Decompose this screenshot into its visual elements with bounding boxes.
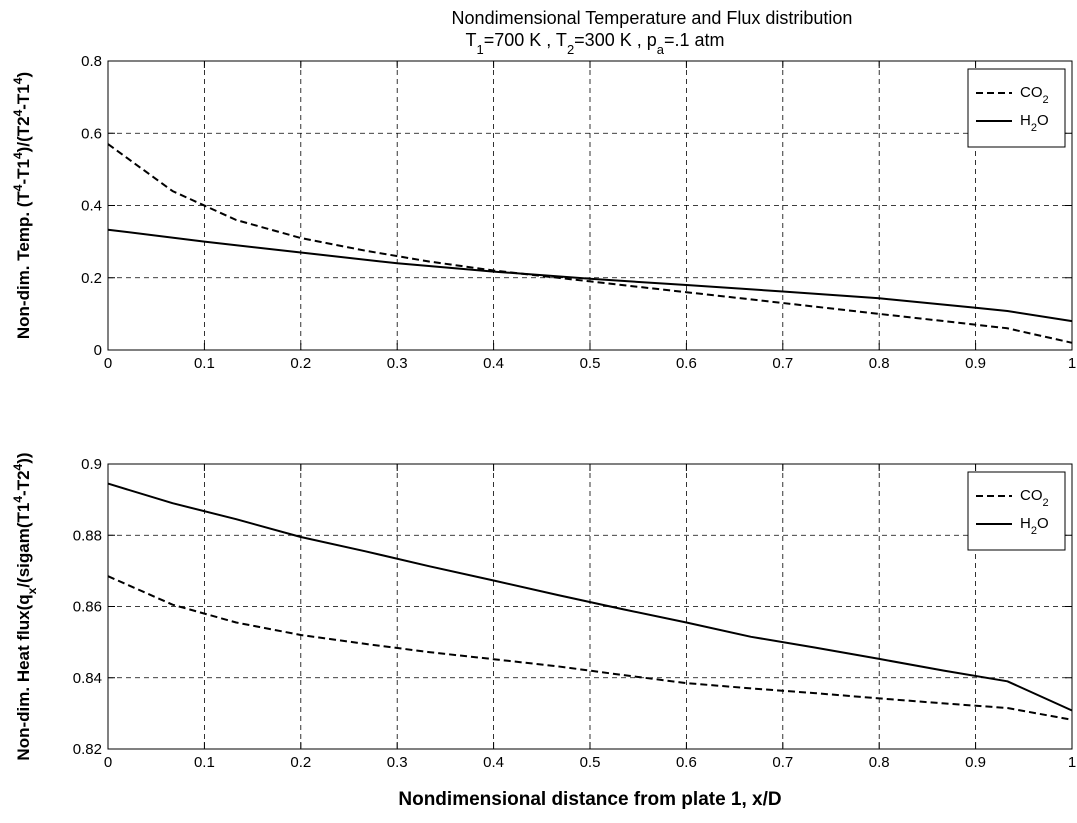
x-tick-label: 0.2	[290, 754, 311, 771]
y-tick-label: 0.86	[73, 599, 102, 616]
x-tick-label: 0.8	[869, 355, 890, 372]
y-axis-label: Non-dim. Heat flux(qx/(sigam(T14-T24))	[11, 452, 39, 760]
y-tick-label: 0.6	[81, 125, 102, 142]
legend-label-co2: CO2	[1020, 487, 1049, 509]
x-tick-label: 0.6	[676, 754, 697, 771]
x-tick-label: 0.1	[194, 355, 215, 372]
chart-panel-2: 0 0.1 0.2 0.3 0.4 0.5 0.6 0.7 0.8 0.9 1 0.82 0.84 0.8…	[11, 452, 1076, 810]
legend-box	[967, 68, 1066, 148]
x-tick-label: 0	[104, 754, 112, 771]
x-tick-label: 0.2	[290, 355, 311, 372]
series-line-co2	[107, 143, 1073, 344]
x-tick-label: 0.9	[965, 754, 986, 771]
series-line-h2o	[107, 228, 1073, 323]
y-axis-label: Non-dim. Temp. (T4-T14)/(T24-T14)	[11, 72, 33, 339]
legend-box	[967, 471, 1066, 551]
x-tick-label: 0.8	[869, 754, 890, 771]
x-tick-label: 0.3	[387, 754, 408, 771]
y-tick-label: 0.4	[81, 198, 102, 215]
legend-label-co2: CO2	[1020, 84, 1049, 106]
legend-label-h2o: H2O	[1020, 515, 1049, 537]
series-line-co2	[107, 575, 1073, 721]
x-tick-label: 0.5	[580, 355, 601, 372]
plot-frame	[107, 463, 1073, 750]
plot-frame	[107, 60, 1073, 351]
x-tick-label: 0.1	[194, 754, 215, 771]
x-axis-label: Nondimensional distance from plate 1, x/…	[398, 789, 781, 810]
y-tick-label: 0.9	[81, 456, 102, 473]
series-line-h2o	[107, 482, 1073, 712]
x-tick-label: 0.4	[483, 754, 504, 771]
chart-subtitle: T1=700 K , T2=300 K , pa=.1 atm	[465, 30, 724, 57]
x-tick-label: 0.5	[580, 754, 601, 771]
x-tick-label: 0.3	[387, 355, 408, 372]
x-tick-label: 0.7	[772, 355, 793, 372]
chart-title: Nondimensional Temperature and Flux dist…	[452, 8, 853, 28]
x-tick-label: 0.4	[483, 355, 504, 372]
y-tick-label: 0	[94, 342, 102, 359]
legend-label-h2o: H2O	[1020, 112, 1049, 134]
x-tick-label: 0.7	[772, 754, 793, 771]
y-tick-label: 0.88	[73, 527, 102, 544]
x-tick-label: 1	[1068, 355, 1076, 372]
y-tick-label: 0.8	[81, 53, 102, 70]
chart-panel-1: 0 0.1 0.2 0.3 0.4 0.5 0.6 0.7 0.8 0.9 1 0 0.2 0.4 0.6 0…	[11, 8, 1076, 372]
y-tick-label: 0.82	[73, 741, 102, 758]
x-tick-label: 0	[104, 355, 112, 372]
x-tick-label: 1	[1068, 754, 1076, 771]
x-tick-label: 0.6	[676, 355, 697, 372]
x-tick-label: 0.9	[965, 355, 986, 372]
y-tick-label: 0.84	[73, 670, 102, 687]
y-tick-label: 0.2	[81, 270, 102, 287]
